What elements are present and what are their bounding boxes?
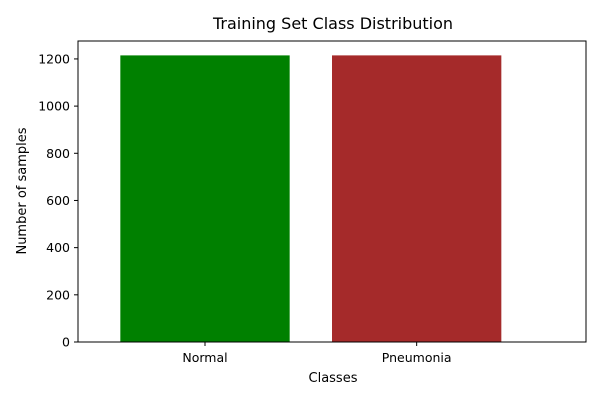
y-tick-label: 800 (46, 146, 70, 161)
y-tick-label: 1200 (38, 51, 70, 66)
y-tick-label: 400 (46, 240, 70, 255)
x-tick-label: Pneumonia (382, 350, 452, 365)
y-tick-label: 0 (62, 335, 70, 350)
y-axis-label: Number of samples (15, 127, 30, 254)
bar-normal (120, 55, 290, 343)
x-tick-label: Normal (182, 350, 227, 365)
y-tick-label: 1000 (38, 99, 70, 114)
bar-pneumonia (332, 55, 502, 343)
x-axis-label: Classes (309, 371, 358, 386)
bars-group (120, 55, 502, 343)
x-axis-ticks: Normal Pneumonia (182, 342, 452, 365)
y-tick-label: 600 (46, 193, 70, 208)
chart-title: Training Set Class Distribution (212, 14, 453, 33)
y-axis-ticks: 0 200 400 600 800 1000 1200 (38, 51, 78, 350)
plot-frame (77, 40, 587, 343)
y-tick-label: 200 (46, 287, 70, 302)
